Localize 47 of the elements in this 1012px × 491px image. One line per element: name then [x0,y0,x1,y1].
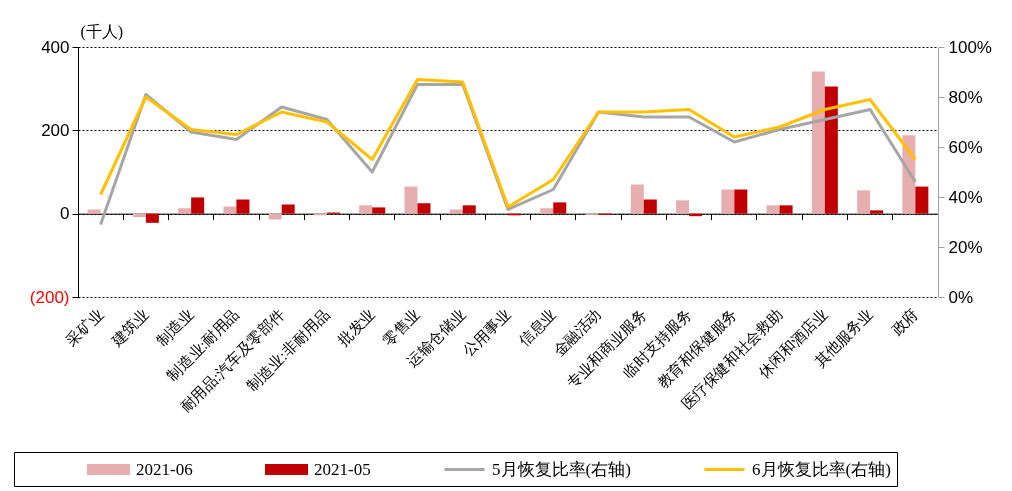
bar [540,208,554,214]
bar [359,205,373,214]
legend-label: 2021-06 [136,459,193,479]
x-tick-label: 批发业 [334,305,378,349]
bar [643,199,657,214]
bar [178,208,192,214]
bar [268,213,282,220]
x-tick-label: 采矿业 [63,305,107,349]
x-tick-label: 政府 [888,305,922,339]
y2-tick-label: 0% [948,287,974,307]
bar [404,186,418,214]
bar [417,203,431,214]
bar [676,200,690,214]
bar [462,205,476,214]
bar [236,199,250,214]
y-axis-title: (千人) [80,22,124,41]
bar [870,210,884,214]
bar [811,71,825,214]
bar [132,213,146,217]
bar [87,209,101,214]
bar [449,209,463,214]
bar [191,197,205,214]
bar [630,184,644,214]
y-tick-label: 200 [41,120,70,140]
y2-tick-label: 80% [948,87,983,107]
y2-tick-label: 60% [948,137,983,157]
bar [779,205,793,214]
bar [766,205,780,214]
bar [734,189,748,214]
y-tick-label: 400 [41,37,70,57]
bar [281,204,295,214]
y2-tick-label: 20% [948,237,983,257]
bar [553,202,567,214]
bar [721,189,735,214]
bar [824,86,838,214]
y2-tick-label: 40% [948,187,983,207]
bar [915,186,929,214]
y-tick-label: (200) [29,287,70,307]
legend-label: 2021-05 [314,459,371,479]
y2-tick-label: 100% [948,37,992,57]
y-tick-label: 0 [60,204,70,224]
bar [223,206,237,214]
legend-label: 5月恢复比率(右轴) [492,459,631,479]
x-tick-label: 建筑业 [107,305,152,350]
bar [857,190,871,214]
bar [145,213,159,223]
bar [372,207,386,214]
